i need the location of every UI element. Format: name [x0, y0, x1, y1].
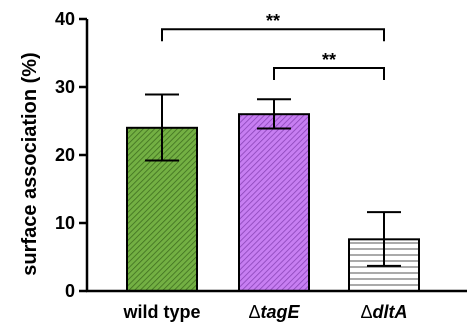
x-tick-label-name: tagE	[261, 302, 301, 322]
y-axis-label: surface association (%)	[19, 52, 41, 275]
x-tick-label: wild type	[122, 302, 200, 322]
significance-bracket	[161, 28, 385, 42]
x-tick-label: ΔdltA	[360, 302, 407, 322]
y-tick-label: 30	[55, 77, 75, 97]
x-tick-label-prefix: Δ	[360, 302, 372, 322]
significance-label: **	[322, 50, 336, 70]
bar	[238, 113, 310, 292]
significance-label: **	[266, 11, 280, 31]
y-tick-label: 40	[55, 9, 75, 29]
significance-bracket	[273, 66, 385, 80]
x-axis-labels: wild type ΔtagE ΔdltA	[122, 302, 407, 322]
significance-brackets: ** **	[161, 11, 385, 80]
error-bars	[145, 93, 401, 267]
x-tick-label-prefix: Δ	[248, 302, 260, 322]
x-tick-label-name: wild type	[122, 302, 200, 322]
x-tick-label: ΔtagE	[248, 302, 300, 322]
y-axis-ticks: 0 10 20 30 40	[55, 9, 87, 301]
y-tick-label: 0	[65, 281, 75, 301]
y-tick-label: 10	[55, 213, 75, 233]
bars	[126, 113, 420, 293]
x-tick-label-name: dltA	[373, 302, 408, 322]
y-tick-label: 20	[55, 145, 75, 165]
